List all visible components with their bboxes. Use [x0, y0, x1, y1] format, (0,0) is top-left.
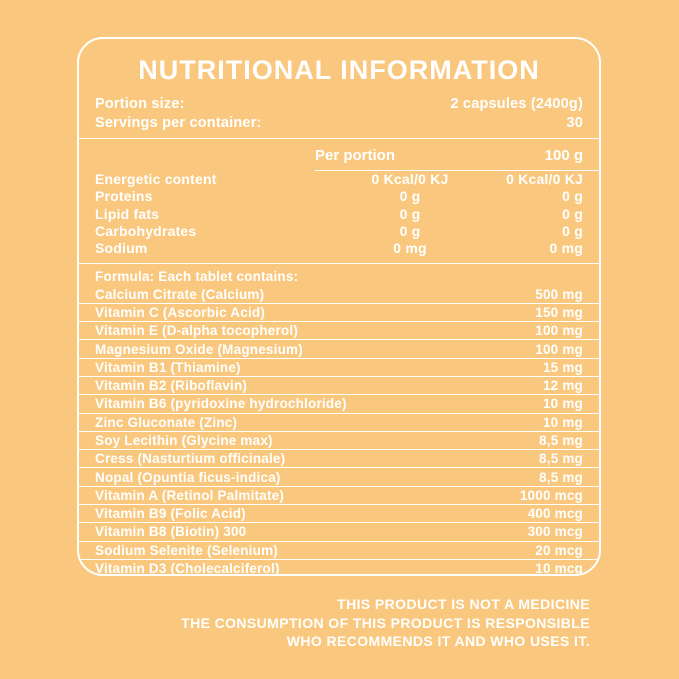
formula-row-value: 20 mcg: [535, 542, 583, 558]
formula-row-label: Vitamin B1 (Thiamine): [95, 359, 241, 375]
formula-row-value: 8,5 mg: [539, 469, 583, 485]
row-label: Energetic content: [95, 171, 217, 187]
table-row-lipid-fats: Lipid fats 0 g 0 g: [95, 206, 583, 223]
formula-row-calcium-citrate: Calcium Citrate (Calcium) 500 mg: [79, 285, 599, 304]
row-label: Sodium: [95, 240, 148, 257]
formula-row-magnesium-oxide: Magnesium Oxide (Magnesium) 100 mg: [79, 340, 599, 359]
portion-size-row: Portion size: 2 capsules (2400g): [95, 95, 583, 114]
nutrient-table-header: Per portion 100 g: [95, 147, 583, 165]
nutrient-header-spacer: [95, 147, 315, 165]
formula-row-value: 100 mg: [535, 341, 583, 357]
row-value-per-portion: 0 g: [399, 188, 421, 205]
formula-row-label: Vitamin C (Ascorbic Acid): [95, 304, 266, 320]
row-value-100g: 0 Kcal/0 KJ: [506, 171, 583, 187]
row-value-per-portion: 0 g: [399, 222, 421, 239]
column-header-100g: 100 g: [544, 147, 583, 164]
row-label: Lipid fats: [95, 205, 160, 222]
table-row-sodium: Sodium 0 mg 0 mg: [95, 240, 583, 257]
disclaimer-line-1: THIS PRODUCT IS NOT A MEDICINE: [337, 596, 590, 612]
formula-row-cress: Cress (Nasturtium officinale) 8,5 mg: [79, 450, 599, 469]
portion-size-value: 2 capsules (2400g): [450, 96, 583, 112]
formula-row-nopal: Nopal (Opuntia ficus-indica) 8,5 mg: [79, 468, 599, 487]
disclaimer-line-3: WHO RECOMMENDS IT AND WHO USES IT.: [286, 633, 590, 649]
formula-row-vitamin-a: Vitamin A (Retinol Palmitate) 1000 mcg: [79, 487, 599, 506]
formula-row-value: 10 mg: [542, 414, 583, 430]
column-header-per-portion: Per portion: [315, 147, 396, 164]
row-value-100g: 0 g: [562, 222, 583, 239]
portion-size-label: Portion size:: [95, 96, 185, 112]
formula-row-label: Vitamin B9 (Folic Acid): [95, 506, 246, 522]
formula-row-value: 1000 mcg: [519, 487, 583, 503]
formula-row-label: Nopal (Opuntia ficus-indica): [95, 469, 281, 485]
formula-row-vitamin-b1: Vitamin B1 (Thiamine) 15 mg: [79, 359, 599, 377]
formula-row-sodium-selenite: Sodium Selenite (Selenium) 20 mcg: [79, 542, 599, 560]
formula-row-vitamin-c: Vitamin C (Ascorbic Acid) 150 mg: [79, 304, 599, 323]
disclaimer: THIS PRODUCT IS NOT A MEDICINE THE CONSU…: [181, 595, 590, 651]
formula-row-value: 300 mcg: [527, 524, 583, 540]
servings-per-container-value: 30: [566, 114, 583, 131]
formula-row-label: Vitamin A (Retinol Palmitate): [95, 487, 285, 503]
formula-row-label: Vitamin D3 (Cholecalciferol): [95, 561, 280, 576]
servings-per-container-row: Servings per container: 30: [95, 114, 583, 133]
formula-row-label: Soy Lecithin (Glycine max): [95, 433, 273, 448]
formula-row-label: Cress (Nasturtium officinale): [95, 451, 286, 467]
formula-row-label: Sodium Selenite (Selenium): [95, 542, 278, 558]
formula-row-value: 15 mg: [542, 359, 583, 375]
row-label: Proteins: [95, 188, 153, 205]
formula-row-value: 400 mcg: [527, 506, 583, 522]
page-title: NUTRITIONAL INFORMATION: [138, 55, 540, 85]
formula-row-label: Calcium Citrate (Calcium): [95, 286, 265, 302]
formula-row-vitamin-d3: Vitamin D3 (Cholecalciferol) 10 mcg: [79, 560, 599, 576]
formula-row-label: Zinc Gluconate (Zinc): [95, 414, 238, 430]
formula-row-value: 10 mg: [542, 396, 583, 412]
servings-per-container-label: Servings per container:: [95, 114, 262, 131]
row-value-per-portion: 0 mg: [393, 240, 427, 257]
formula-row-vitamin-b6: Vitamin B6 (pyridoxine hydrochloride) 10…: [79, 395, 599, 414]
formula-heading: Formula: Each tablet contains:: [95, 269, 299, 285]
table-row-carbohydrates: Carbohydrates 0 g 0 g: [95, 223, 583, 240]
divider: [79, 263, 599, 265]
header-underline: [315, 170, 599, 171]
formula-row-label: Vitamin E (D-alpha tocopherol): [95, 323, 299, 339]
divider: [79, 138, 599, 139]
row-value-100g: 0 mg: [549, 240, 583, 257]
formula-row-value: 8,5 mg: [539, 451, 583, 467]
row-label: Carbohydrates: [95, 222, 197, 239]
formula-row-value: 150 mg: [535, 304, 583, 320]
formula-row-soy-lecithin: Soy Lecithin (Glycine max) 8,5 mg: [79, 432, 599, 451]
row-value-100g: 0 g: [562, 205, 583, 222]
table-row-energetic-content: Energetic content 0 Kcal/0 KJ 0 Kcal/0 K…: [95, 171, 583, 188]
formula-row-label: Magnesium Oxide (Magnesium): [95, 341, 303, 357]
formula-row-value: 8,5 mg: [539, 433, 583, 448]
nutrition-label-panel: NUTRITIONAL INFORMATION Portion size: 2 …: [77, 37, 601, 576]
disclaimer-line-2: THE CONSUMPTION OF THIS PRODUCT IS RESPO…: [181, 614, 590, 631]
formula-row-label: Vitamin B6 (pyridoxine hydrochloride): [95, 396, 347, 412]
table-row-proteins: Proteins 0 g 0 g: [95, 188, 583, 205]
formula-row-value: 500 mg: [535, 286, 583, 302]
formula-row-value: 100 mg: [535, 323, 583, 339]
formula-row-label: Vitamin B2 (Riboflavin): [95, 378, 248, 394]
formula-row-label: Vitamin B8 (Biotin) 300: [95, 524, 247, 540]
formula-row-value: 12 mg: [542, 378, 583, 394]
formula-row-vitamin-b2: Vitamin B2 (Riboflavin) 12 mg: [79, 377, 599, 396]
row-value-100g: 0 g: [562, 188, 583, 205]
formula-row-vitamin-e: Vitamin E (D-alpha tocopherol) 100 mg: [79, 322, 599, 341]
row-value-per-portion: 0 Kcal/0 KJ: [371, 171, 449, 187]
formula-row-vitamin-b9: Vitamin B9 (Folic Acid) 400 mcg: [79, 505, 599, 524]
formula-row-zinc-gluconate: Zinc Gluconate (Zinc) 10 mg: [79, 414, 599, 432]
formula-row-value: 10 mcg: [535, 561, 583, 576]
formula-row-vitamin-b8: Vitamin B8 (Biotin) 300 300 mcg: [79, 523, 599, 542]
row-value-per-portion: 0 g: [399, 205, 421, 222]
